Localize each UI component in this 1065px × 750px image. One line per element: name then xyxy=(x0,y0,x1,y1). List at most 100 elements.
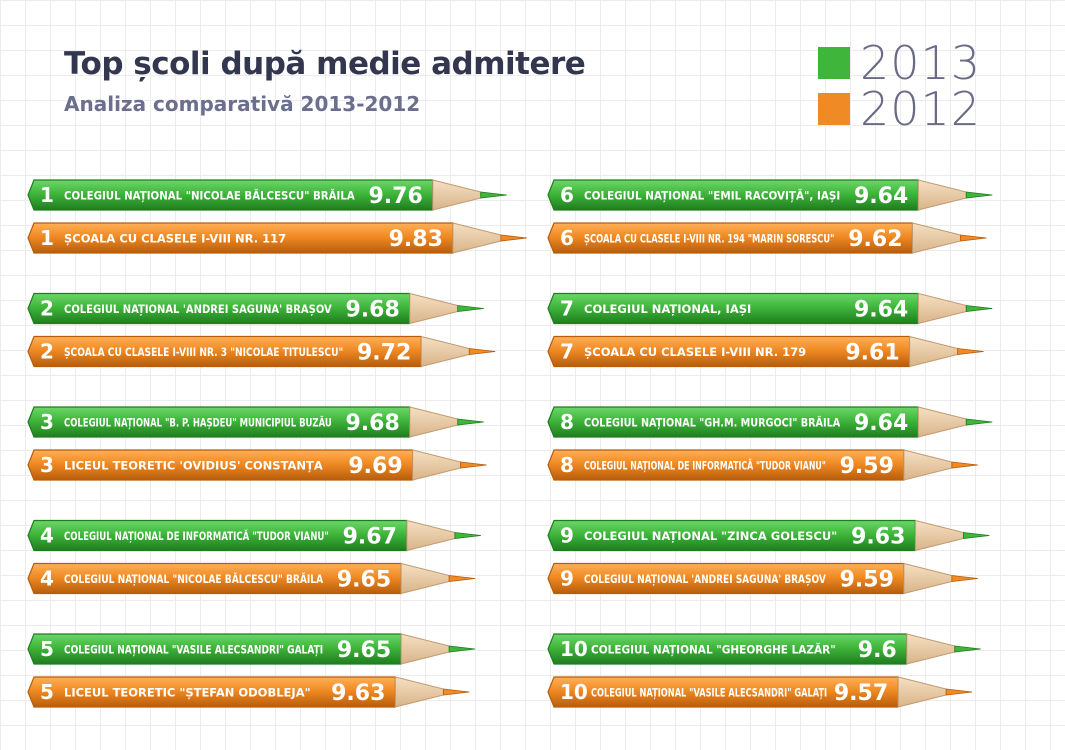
school-label: COLEGIUL NAȚIONAL "VASILE ALECSANDRI" GA… xyxy=(591,686,827,700)
school-label: COLEGIUL NAȚIONAL DE INFORMATICĂ "TUDOR … xyxy=(584,458,826,473)
value-label: 9.65 xyxy=(337,568,391,593)
pencil-wood xyxy=(912,222,961,254)
value-label: 9.59 xyxy=(840,454,894,479)
rank-label: 8 xyxy=(560,453,574,477)
pencil-body-2013-2 xyxy=(27,292,411,325)
rank-label: 3 xyxy=(40,410,54,434)
value-label: 9.72 xyxy=(357,341,411,366)
pencil-tip xyxy=(468,348,496,355)
school-label: COLEGIUL NAȚIONAL "ZINCA GOLESCU" xyxy=(584,529,837,543)
rank-label: 9 xyxy=(560,567,574,591)
school-label: ȘCOALA CU CLASELE I-VIII NR. 3 "NICOLAE … xyxy=(64,345,343,359)
rank-label: 5 xyxy=(40,637,54,661)
pencil-wood xyxy=(917,406,967,438)
pencil-wood xyxy=(409,292,459,325)
pencil-bar: 6 COLEGIUL NAȚIONAL "EMIL RACOVIȚĂ", IAȘI… xyxy=(547,179,993,211)
pencil-wood xyxy=(917,292,967,325)
rank-label: 1 xyxy=(40,226,54,250)
pencil-body-2013-9 xyxy=(547,519,916,552)
rank-label: 1 xyxy=(40,183,54,207)
rank-label: 8 xyxy=(560,410,574,434)
value-label: 9.64 xyxy=(854,298,908,323)
pencil-bar: 10 COLEGIUL NAȚIONAL "GHEORGHE LAZĂR" 9.6 xyxy=(547,633,981,665)
pencil-body-2013-4 xyxy=(27,519,408,552)
rank-label: 7 xyxy=(560,297,574,321)
rank-label: 2 xyxy=(40,297,54,321)
pencil-tip xyxy=(965,305,993,312)
pencil-tip xyxy=(951,461,978,469)
rank-label: 10 xyxy=(560,680,588,704)
pencil-wood xyxy=(914,519,964,552)
pencil-tip xyxy=(960,234,987,242)
school-label: LICEUL TEORETIC 'OVIDIUS' CONSTANȚA xyxy=(64,459,323,473)
pencil-body-2012-6 xyxy=(547,222,914,254)
pencil-wood xyxy=(409,406,459,438)
rank-label: 5 xyxy=(40,680,54,704)
value-label: 9.67 xyxy=(343,525,397,550)
school-label: LICEUL TEORETIC "ȘTEFAN ODOBLEJA" xyxy=(64,686,311,700)
pencil-bar: 3 COLEGIUL NAȚIONAL "B. P. HAȘDEU" MUNICI… xyxy=(27,406,484,438)
rank-label: 6 xyxy=(560,226,574,250)
school-label: COLEGIUL NAȚIONAL 'ANDREI SAGUNA' BRAȘOV xyxy=(584,572,826,586)
pencil-tip xyxy=(448,575,476,582)
value-label: 9.76 xyxy=(368,184,422,209)
rank-label: 4 xyxy=(40,524,54,548)
legend-label-2012: 2012 xyxy=(860,82,982,136)
chart-subtitle: Analiza comparativă 2013-2012 xyxy=(64,92,421,116)
value-label: 9.65 xyxy=(337,638,391,663)
school-label: ȘCOALA CU CLASELE I-VIII NR. 194 "MARIN … xyxy=(584,232,835,246)
school-label: COLEGIUL NAȚIONAL "NICOLAE BĂLCESCU" BRĂ… xyxy=(64,188,355,203)
rank-label: 10 xyxy=(560,637,588,661)
pencil-body-2012-10 xyxy=(547,676,899,708)
pencil-wood xyxy=(903,449,953,481)
chart-title: Top școli după medie admitere xyxy=(64,46,586,82)
pencil-wood xyxy=(420,335,470,368)
pencil-tip xyxy=(965,191,993,199)
pencil-body-2012-4 xyxy=(27,562,402,595)
pencil-wood xyxy=(432,179,482,211)
pencil-body-2013-3 xyxy=(27,406,411,438)
pencil-wood xyxy=(903,562,953,595)
pencil-wood xyxy=(897,676,947,708)
value-label: 9.61 xyxy=(845,341,899,366)
pencil-body-2013-5 xyxy=(27,633,402,665)
pencil-bar: 2 COLEGIUL NAȚIONAL 'ANDREI SAGUNA' BRAȘO… xyxy=(27,292,484,325)
rank-label: 9 xyxy=(560,524,574,548)
pencil-bar: 7 COLEGIUL NAȚIONAL, IAȘI 9.64 xyxy=(547,292,993,325)
pencil-body-2012-2 xyxy=(27,335,422,368)
pencil-wood xyxy=(906,633,956,665)
value-label: 9.6 xyxy=(858,638,897,663)
legend-item-2012: 2012 xyxy=(818,82,981,136)
value-label: 9.83 xyxy=(389,227,443,252)
pencil-bar: 8 COLEGIUL NAȚIONAL DE INFORMATICĂ "TUDOR… xyxy=(547,449,978,481)
pencil-tip xyxy=(954,645,981,653)
pencil-tip xyxy=(480,191,507,199)
pencil-bar: 10 COLEGIUL NAȚIONAL "VASILE ALECSANDRI" … xyxy=(547,676,973,708)
pencil-bar: 6 ȘCOALA CU CLASELE I-VIII NR. 194 "MARIN… xyxy=(547,222,987,254)
legend: 2013 2012 xyxy=(818,36,981,136)
value-label: 9.63 xyxy=(331,681,385,706)
pencil-tip xyxy=(951,575,978,582)
pencil-bar: 9 COLEGIUL NAȚIONAL 'ANDREI SAGUNA' BRAȘO… xyxy=(547,562,978,595)
pencil-bar: 1 COLEGIUL NAȚIONAL "NICOLAE BĂLCESCU" BR… xyxy=(27,179,507,211)
school-label: ȘCOALA CU CLASELE I-VIII NR. 117 xyxy=(64,232,286,246)
pencil-bar: 7 ȘCOALA CU CLASELE I-VIII NR. 179 9.61 xyxy=(547,335,984,368)
pencil-wood xyxy=(917,179,967,211)
pencil-tip xyxy=(448,645,476,653)
pencil-tip xyxy=(965,418,993,426)
value-label: 9.64 xyxy=(854,184,908,209)
rank-label: 6 xyxy=(560,183,574,207)
rank-label: 7 xyxy=(560,340,574,364)
pencil-body-2013-10 xyxy=(547,633,908,665)
pencil-body-2012-5 xyxy=(27,676,396,708)
pencil-tip xyxy=(945,688,973,696)
pencil-bar: 5 LICEUL TEORETIC "ȘTEFAN ODOBLEJA" 9.63 xyxy=(27,676,470,708)
pencil-wood xyxy=(406,519,456,552)
pencil-bar: 9 COLEGIUL NAȚIONAL "ZINCA GOLESCU" 9.63 xyxy=(547,519,990,552)
pencil-bar: 4 COLEGIUL NAȚIONAL "NICOLAE BĂLCESCU" BR… xyxy=(27,562,476,595)
value-label: 9.69 xyxy=(348,454,402,479)
pencil-body-2012-1 xyxy=(27,222,454,254)
value-label: 9.63 xyxy=(851,525,905,550)
pencil-tip xyxy=(962,532,990,539)
